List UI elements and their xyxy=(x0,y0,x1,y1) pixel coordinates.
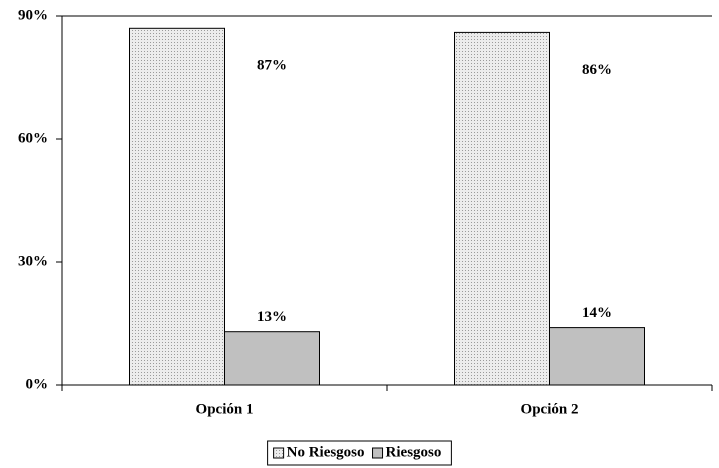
legend-box xyxy=(267,440,452,466)
y-tick-label: 30% xyxy=(18,253,48,269)
bar xyxy=(454,31,550,386)
bar xyxy=(549,327,645,386)
value-label: 87% xyxy=(257,58,287,74)
legend-swatch xyxy=(273,447,285,459)
legend-label: Riesgoso xyxy=(386,444,442,460)
x-tick-label: Opción 1 xyxy=(196,401,254,417)
value-label: 86% xyxy=(582,62,612,78)
y-tick-label: 90% xyxy=(18,7,48,23)
legend-swatch xyxy=(372,447,384,459)
bar xyxy=(224,331,320,386)
value-label: 13% xyxy=(257,309,287,325)
value-label: 14% xyxy=(582,305,612,321)
y-tick-label: 60% xyxy=(18,130,48,146)
bar xyxy=(129,27,225,386)
x-tick-label: Opción 2 xyxy=(521,401,579,417)
y-tick-label: 0% xyxy=(26,376,49,392)
legend-label: No Riesgoso xyxy=(287,444,365,460)
